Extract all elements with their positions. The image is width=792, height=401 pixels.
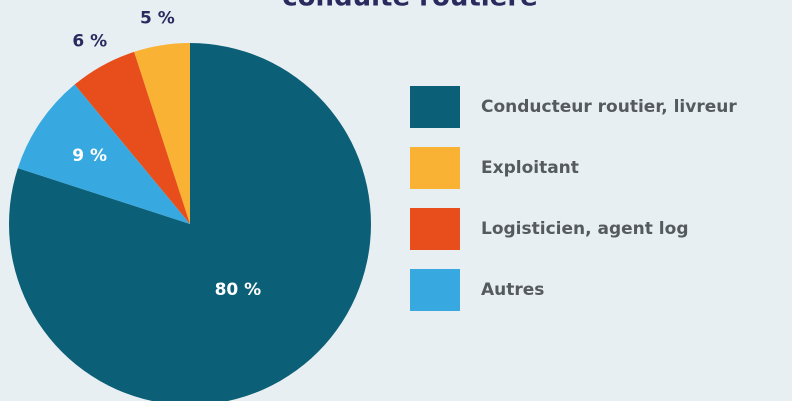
slice-label: 6 % (72, 32, 107, 52)
legend-swatch (410, 269, 460, 311)
legend-swatch (410, 86, 460, 128)
legend-swatch (410, 208, 460, 250)
pie-slice (17, 84, 191, 224)
legend-label: Autres (481, 280, 544, 300)
slice-label: 80 % (215, 280, 262, 300)
pie-slice (74, 51, 190, 225)
pie-slice (9, 43, 371, 401)
slice-label: 9 % (72, 146, 107, 166)
legend-swatch (410, 147, 460, 189)
pie-slice (134, 43, 190, 224)
legend-label: Logisticien, agent log (481, 219, 689, 239)
legend-label: Exploitant (481, 158, 579, 178)
legend-label: Conducteur routier, livreur (481, 97, 737, 117)
chart-title: conduite routière (282, 0, 538, 13)
slice-label: 5 % (140, 8, 175, 28)
